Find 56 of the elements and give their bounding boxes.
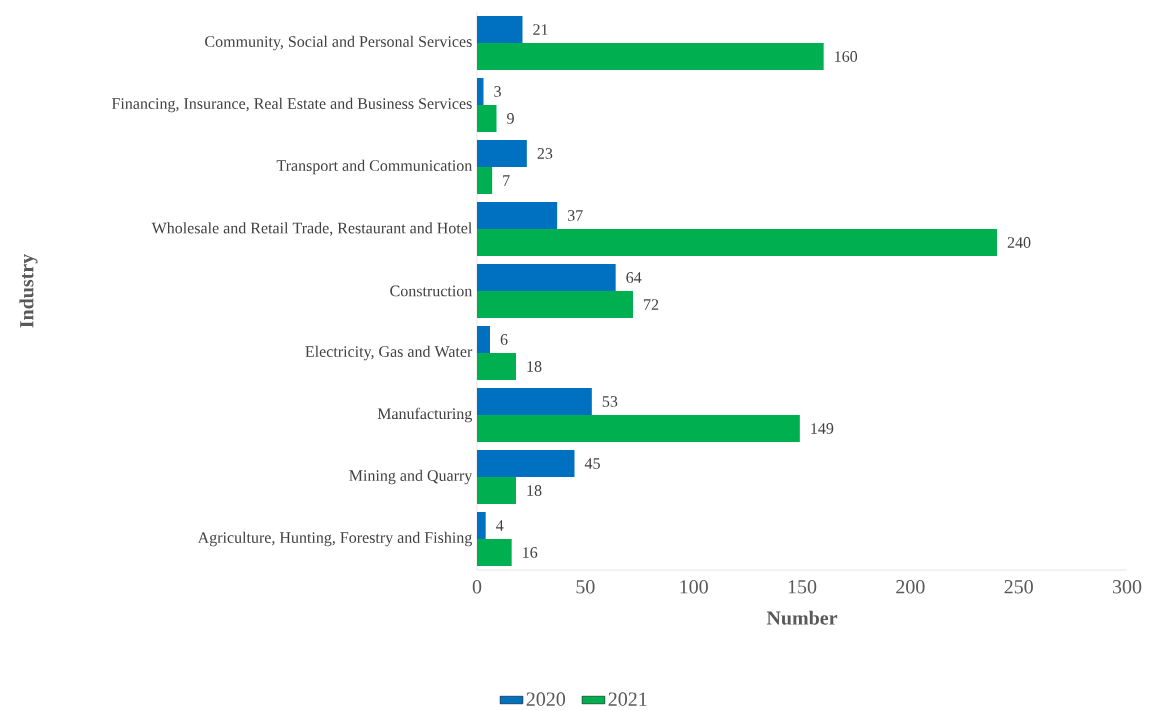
x-tick-label: 150 — [788, 580, 817, 594]
data-label: 240 — [1007, 237, 1031, 248]
x-tick-label: 200 — [896, 580, 925, 594]
bar — [477, 264, 616, 292]
y-tick-label: Electricity, Gas and Water — [305, 345, 473, 361]
bar — [477, 42, 824, 70]
data-label: 160 — [835, 51, 858, 62]
data-label: 45 — [584, 458, 600, 469]
y-tick-label: Manufacturing — [377, 407, 472, 423]
bar — [477, 512, 486, 540]
data-label: 18 — [527, 485, 542, 496]
bar — [477, 78, 484, 106]
data-label: 53 — [602, 396, 618, 407]
x-axis-title: Number — [766, 610, 838, 625]
bar — [477, 166, 493, 194]
bar — [477, 476, 516, 504]
data-label: 16 — [523, 547, 538, 558]
x-tick-label: 0 — [472, 580, 482, 594]
x-tick-label: 100 — [680, 580, 708, 594]
bar — [477, 140, 527, 168]
data-label: 4 — [496, 520, 504, 531]
y-tick-label: Transport and Communication — [276, 159, 473, 175]
y-tick-label: Wholesale and Retail Trade, Restaurant and Hotel — [151, 222, 472, 236]
data-label: 64 — [626, 272, 642, 283]
bar — [477, 539, 512, 566]
y-axis-title: Industry — [19, 253, 38, 328]
y-tick-label: Mining and Quarry — [349, 469, 473, 485]
data-label: 3 — [494, 86, 501, 97]
data-label: 23 — [537, 148, 553, 159]
y-tick-label: Community, Social and Personal Services — [205, 35, 472, 51]
data-label: 18 — [527, 361, 542, 372]
bar — [477, 16, 523, 43]
y-tick-label: Construction — [390, 285, 473, 297]
bar — [477, 388, 592, 416]
data-label: 37 — [567, 210, 583, 221]
bar — [477, 105, 497, 132]
x-tick-label: 300 — [1112, 580, 1142, 594]
data-label: 149 — [811, 423, 834, 434]
data-label: 21 — [533, 24, 548, 35]
y-tick-label: Financing, Insurance, Real Estate and Business Services — [111, 97, 472, 113]
bar — [477, 352, 516, 380]
bar — [477, 229, 997, 256]
data-label: 6 — [500, 334, 508, 345]
data-label: 72 — [644, 299, 659, 310]
bar — [477, 326, 490, 353]
bar — [477, 290, 633, 318]
x-tick-label: 250 — [1004, 580, 1033, 594]
legend-label: 2020 — [526, 692, 566, 706]
legend-label: 2021 — [608, 692, 647, 706]
y-tick-label: Agriculture, Hunting, Forestry and Fishing — [197, 531, 472, 547]
data-label: 7 — [503, 175, 510, 186]
bar — [477, 450, 575, 478]
x-tick-label: 50 — [576, 580, 595, 594]
bar — [477, 202, 558, 230]
bar — [477, 414, 800, 442]
data-label: 9 — [507, 113, 514, 124]
